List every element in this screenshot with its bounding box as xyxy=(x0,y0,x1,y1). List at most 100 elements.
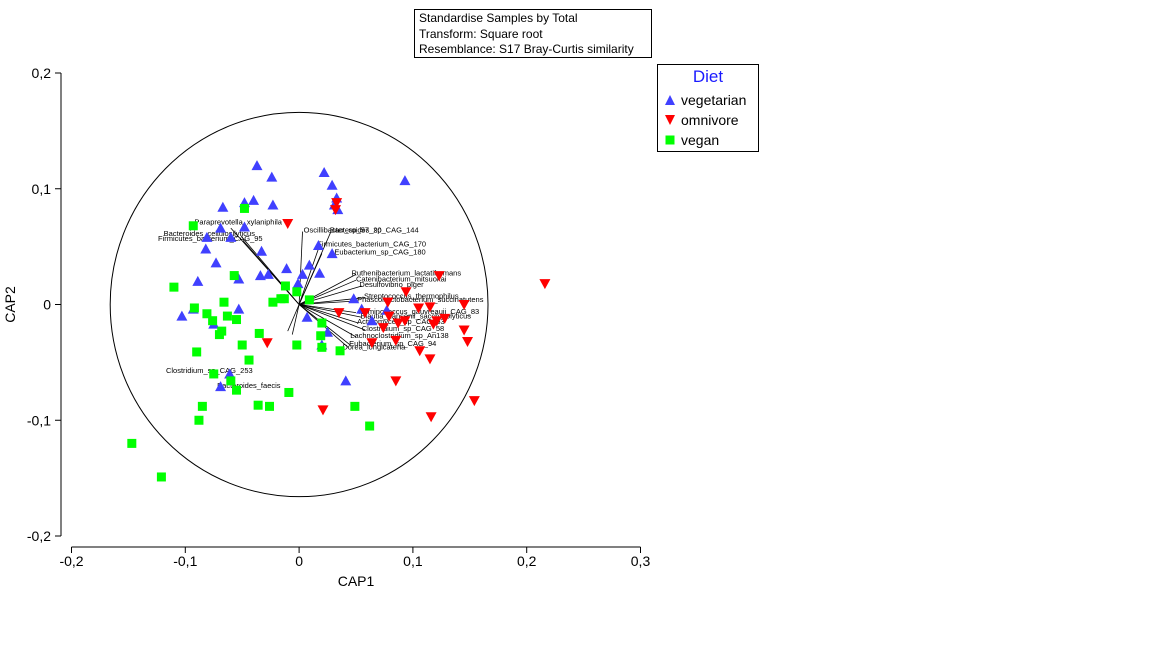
point-vegetarian xyxy=(215,381,227,392)
axes: -0,2 -0,1 0 0,1 0,2 0,3 -0,2 -0,1 0 0,1 0,2 xyxy=(27,65,651,569)
point-vegan xyxy=(317,342,327,352)
vector-line xyxy=(298,253,323,305)
point-omnivore xyxy=(317,405,329,416)
x-tick-label: 0,2 xyxy=(517,553,537,569)
legend-item-omnivore: omnivore xyxy=(664,111,739,129)
point-vegan xyxy=(192,347,202,357)
vector-label: Blautia_hansenii_saccharolyticus xyxy=(361,311,472,320)
point-vegan xyxy=(284,387,294,397)
point-vegan xyxy=(194,415,204,425)
point-vegan xyxy=(292,287,302,297)
x-tick-label: -0,2 xyxy=(59,553,83,569)
point-vegetarian xyxy=(326,179,338,190)
y-tick-label: -0,2 xyxy=(27,528,51,544)
point-vegetarian xyxy=(312,239,324,250)
x-tick-label: 0,3 xyxy=(631,553,651,569)
point-vegetarian xyxy=(176,310,188,321)
point-layer xyxy=(127,160,551,482)
point-omnivore xyxy=(390,376,402,387)
point-vegetarian xyxy=(233,303,245,314)
point-omnivore xyxy=(390,335,402,346)
point-vegan xyxy=(292,340,302,350)
point-vegan xyxy=(279,294,289,304)
point-omnivore xyxy=(539,279,551,290)
point-vegetarian xyxy=(366,315,378,326)
point-omnivore xyxy=(400,287,412,298)
point-omnivore xyxy=(382,297,394,308)
x-axis-title: CAP1 xyxy=(338,573,375,589)
point-vegan xyxy=(304,295,314,305)
point-omnivore xyxy=(458,300,470,310)
point-vegetarian xyxy=(303,259,315,270)
point-omnivore xyxy=(433,271,445,282)
point-vegetarian xyxy=(399,175,411,186)
x-tick-label: 0 xyxy=(295,553,303,569)
vector-line xyxy=(291,304,300,335)
point-vegetarian xyxy=(201,231,213,242)
point-omnivore xyxy=(359,308,371,319)
vector-layer: Paraprevotella_xylaniphila Bacteroides_ce… xyxy=(158,218,484,390)
point-vegan xyxy=(229,271,239,281)
point-vegan xyxy=(253,400,263,410)
vector-label: Oscillibacter_sp_57_20 xyxy=(304,226,382,235)
legend-item-vegetarian: vegetarian xyxy=(664,91,746,109)
point-vegan xyxy=(365,421,375,431)
point-omnivore xyxy=(424,354,436,365)
point-omnivore xyxy=(462,337,474,348)
vector-line xyxy=(287,304,300,332)
point-vegetarian xyxy=(262,268,274,279)
point-vegan xyxy=(239,203,249,213)
point-vegan xyxy=(265,401,275,411)
point-vegan xyxy=(188,221,198,231)
point-vegan xyxy=(350,401,360,411)
point-vegan xyxy=(268,297,278,307)
point-vegetarian xyxy=(340,375,352,386)
vector-line xyxy=(243,240,300,305)
correlation-circle xyxy=(109,111,489,498)
point-omnivore xyxy=(458,325,470,336)
point-vegetarian xyxy=(224,368,236,379)
point-vegetarian xyxy=(248,194,260,205)
vector-label: Catenibacterium_mitsuokai xyxy=(356,274,447,283)
y-tick-label: 0,2 xyxy=(32,65,52,81)
point-vegan xyxy=(222,311,232,321)
info-line-resemblance: Resemblance: S17 Bray-Curtis similarity xyxy=(419,42,634,56)
point-omnivore xyxy=(261,338,273,349)
point-vegan xyxy=(219,297,229,307)
vector-label: Paraprevotella_xylaniphila xyxy=(194,218,282,227)
point-omnivore xyxy=(392,318,404,329)
vector-label: Eubacterium_sp_CAG_180 xyxy=(334,248,425,257)
info-box: Standardise Samples by Total Transform: … xyxy=(414,9,652,58)
point-omnivore xyxy=(424,302,436,313)
point-vegetarian xyxy=(267,199,279,210)
point-vegetarian xyxy=(348,293,360,304)
point-vegetarian xyxy=(210,257,222,268)
point-omnivore xyxy=(383,311,395,322)
triangle-down-icon xyxy=(665,115,675,125)
vector-line xyxy=(298,245,320,305)
point-omnivore xyxy=(468,396,480,407)
vector-line xyxy=(298,304,366,331)
vector-label: Bacteroides_faecis xyxy=(217,381,281,390)
point-vegan xyxy=(189,303,199,313)
point-vegan xyxy=(280,281,290,291)
legend-label-vegetarian: vegetarian xyxy=(681,92,747,108)
vector-label: Bacteroides_cellulosilyticus xyxy=(164,229,256,238)
point-vegan xyxy=(244,355,254,365)
point-omnivore xyxy=(331,198,343,209)
point-vegetarian xyxy=(217,201,229,212)
vector-label: Desulfovibrio_piger xyxy=(359,280,424,289)
vector-label: Firmicutes_bacterium_CAG_170 xyxy=(317,240,426,249)
point-vegan xyxy=(254,328,264,338)
legend-label-omnivore: omnivore xyxy=(681,112,739,128)
point-vegetarian xyxy=(318,167,330,178)
info-line-standardise: Standardise Samples by Total xyxy=(419,11,578,25)
point-vegetarian xyxy=(254,270,266,281)
point-vegetarian xyxy=(281,263,293,274)
point-omnivore xyxy=(333,308,345,319)
y-tick-label: 0 xyxy=(43,297,51,313)
point-vegetarian xyxy=(192,275,204,286)
correlation-circle-layer xyxy=(109,111,489,498)
vector-line xyxy=(298,304,359,324)
